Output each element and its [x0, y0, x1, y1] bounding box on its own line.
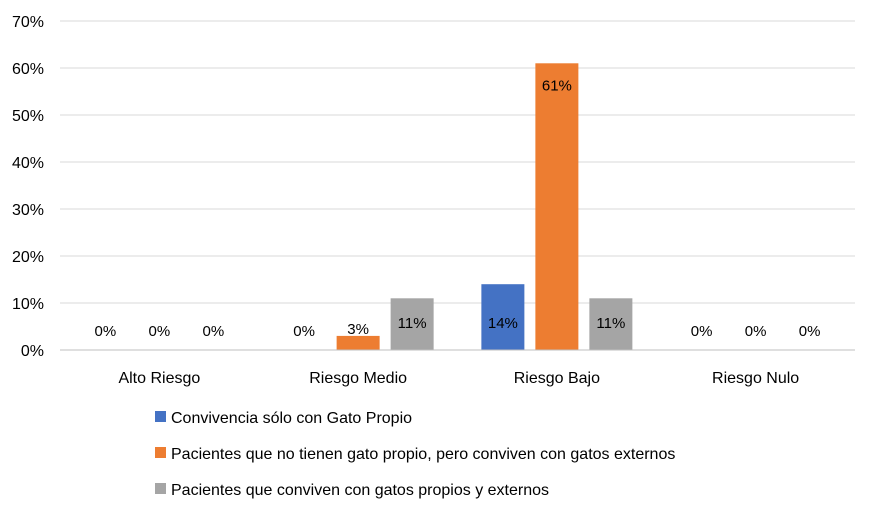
- y-tick-label: 40%: [12, 155, 44, 172]
- data-label: 0%: [203, 323, 225, 340]
- bar: [535, 63, 579, 351]
- y-tick-label: 0%: [21, 343, 44, 360]
- y-tick-label: 10%: [12, 296, 44, 313]
- legend-label: Pacientes que no tienen gato propio, per…: [171, 446, 675, 463]
- y-tick-label: 60%: [12, 61, 44, 78]
- data-label: 0%: [799, 323, 821, 340]
- y-tick-label: 20%: [12, 249, 44, 266]
- category-label: Riesgo Nulo: [712, 370, 799, 387]
- y-tick-label: 30%: [12, 202, 44, 219]
- category-label: Alto Riesgo: [118, 370, 200, 387]
- legend-label: Convivencia sólo con Gato Propio: [171, 410, 412, 427]
- y-tick-label: 70%: [12, 14, 44, 31]
- bar: [336, 335, 380, 350]
- gridlines: [60, 20, 855, 351]
- data-labels: 0% 0% 0% 0% 3% 11% 14% 61% 11% 0% 0% 0%: [95, 77, 821, 340]
- data-label: 11%: [596, 315, 625, 332]
- bar: [481, 284, 525, 350]
- category-label: Riesgo Medio: [309, 370, 407, 387]
- data-label: 61%: [542, 77, 572, 94]
- data-label: 3%: [347, 321, 369, 338]
- data-label: 0%: [95, 323, 117, 340]
- data-label: 0%: [293, 323, 315, 340]
- legend-swatch: [155, 483, 166, 494]
- data-label: 11%: [398, 315, 427, 332]
- bar: [589, 298, 633, 350]
- data-label: 0%: [691, 323, 713, 340]
- legend: Convivencia sólo con Gato Propio Paciente…: [155, 410, 675, 499]
- data-label: 0%: [149, 323, 171, 340]
- y-axis: 0% 10% 20% 30% 40% 50% 60% 70%: [12, 14, 44, 360]
- legend-label: Pacientes que conviven con gatos propios…: [171, 482, 549, 499]
- data-label: 0%: [745, 323, 767, 340]
- legend-swatch: [155, 411, 166, 422]
- category-label: Riesgo Bajo: [514, 370, 600, 387]
- data-label: 14%: [488, 315, 518, 332]
- x-axis: Alto Riesgo Riesgo Medio Riesgo Bajo Riesgo…: [60, 349, 855, 387]
- bar: [390, 298, 434, 350]
- y-tick-label: 50%: [12, 108, 44, 125]
- legend-swatch: [155, 447, 166, 458]
- bars: [336, 63, 633, 351]
